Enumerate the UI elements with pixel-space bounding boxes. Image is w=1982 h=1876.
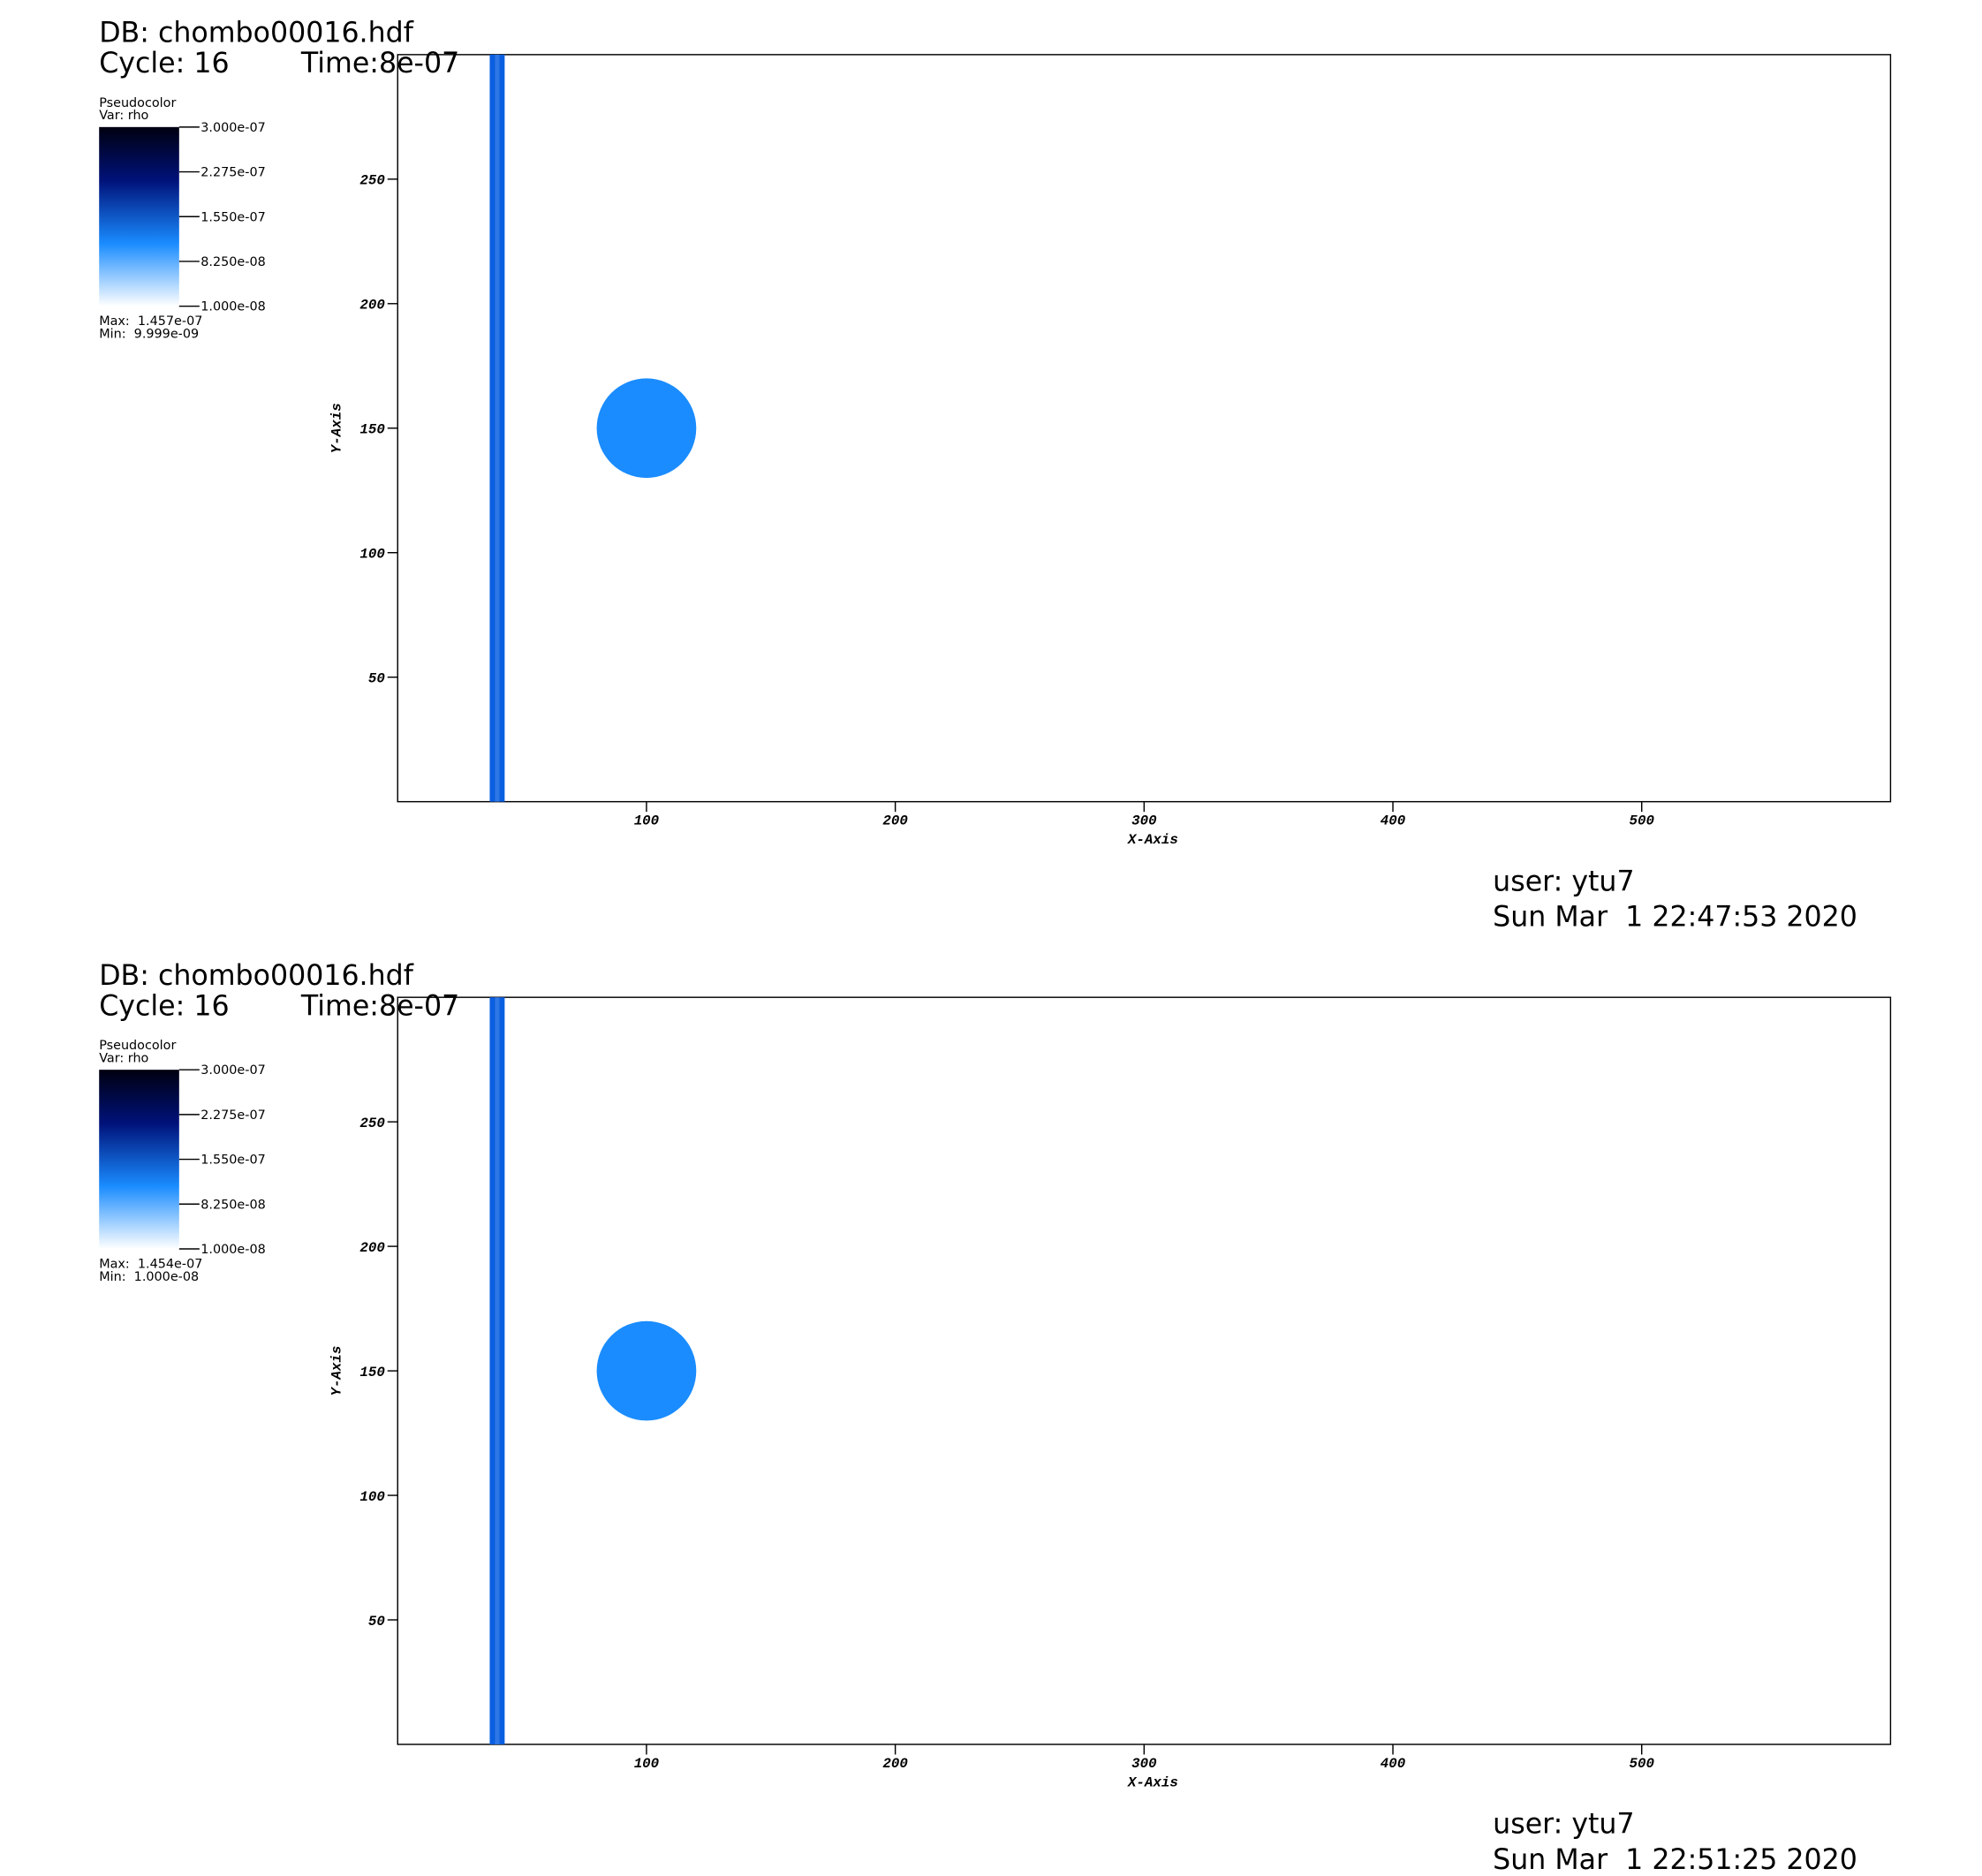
x-tick-label: 200 — [882, 1756, 908, 1772]
legend-var: Var: rho — [99, 109, 148, 123]
cycle-label: Cycle: 16 — [99, 48, 229, 79]
y-tick-label: 50 — [368, 1614, 385, 1630]
colorbar — [99, 1070, 179, 1249]
y-tick-label: 100 — [359, 546, 385, 562]
colorbar-tick-label: 3.000e-07 — [200, 1063, 265, 1078]
legend-var: Var: rho — [99, 1052, 148, 1066]
x-tick-label: 500 — [1629, 1756, 1654, 1772]
y-tick-label: 150 — [359, 1365, 385, 1381]
band-core — [495, 997, 500, 1744]
date-label: Sun Mar 1 22:47:53 2020 — [1493, 902, 1857, 934]
x-tick-label: 300 — [1131, 813, 1157, 829]
colorbar — [99, 126, 179, 306]
date-label: Sun Mar 1 22:51:25 2020 — [1493, 1844, 1857, 1876]
max-label: Max: 1.457e-07 — [99, 314, 202, 329]
colorbar-tick-label: 8.250e-08 — [200, 1198, 265, 1212]
colorbar-tick-label: 2.275e-07 — [200, 166, 265, 180]
user-label: user: ytu7 — [1493, 866, 1634, 897]
y-tick-label: 200 — [359, 298, 385, 314]
user-label: user: ytu7 — [1493, 1809, 1634, 1841]
x-axis-label: X-Axis — [1127, 832, 1178, 848]
min-label: Min: 9.999e-09 — [99, 328, 199, 342]
x-axis-label: X-Axis — [1127, 1774, 1178, 1790]
y-tick-label: 250 — [359, 173, 385, 189]
colorbar-tick-label: 1.000e-08 — [200, 300, 265, 314]
band-core — [495, 54, 500, 802]
x-tick-label: 100 — [634, 813, 660, 829]
circle — [596, 378, 697, 479]
time-label: Time:8e-07 — [300, 990, 459, 1022]
colorbar-tick-label: 3.000e-07 — [200, 121, 265, 135]
band — [489, 997, 505, 1744]
colorbar-tick-label: 1.550e-07 — [200, 1154, 265, 1168]
band — [489, 54, 505, 802]
db-label: DB: chombo00016.hdf — [99, 17, 414, 49]
min-label: Min: 1.000e-08 — [99, 1270, 199, 1284]
db-label: DB: chombo00016.hdf — [99, 960, 414, 992]
y-tick-label: 100 — [359, 1489, 385, 1505]
y-tick-label: 150 — [359, 422, 385, 438]
x-tick-label: 400 — [1381, 1756, 1406, 1772]
colorbar-tick-label: 1.000e-08 — [200, 1243, 265, 1257]
legend-title: Pseudocolor — [99, 1039, 176, 1053]
x-tick-label: 400 — [1381, 813, 1406, 829]
x-tick-label: 200 — [882, 813, 908, 829]
x-tick-label: 300 — [1131, 1756, 1157, 1772]
legend-title: Pseudocolor — [99, 96, 176, 110]
cycle-label: Cycle: 16 — [99, 990, 229, 1022]
x-tick-label: 100 — [634, 1756, 660, 1772]
circle — [596, 1320, 697, 1421]
colorbar-tick-label: 1.550e-07 — [200, 210, 265, 224]
x-tick-label: 500 — [1629, 813, 1654, 829]
y-axis-label: Y-Axis — [329, 1346, 345, 1396]
y-axis-label: Y-Axis — [329, 403, 345, 453]
y-tick-label: 200 — [359, 1240, 385, 1256]
colorbar-tick-label: 2.275e-07 — [200, 1108, 265, 1123]
y-tick-label: 50 — [368, 670, 385, 686]
time-label: Time:8e-07 — [300, 48, 459, 79]
colorbar-tick-label: 8.250e-08 — [200, 255, 265, 269]
max-label: Max: 1.454e-07 — [99, 1258, 202, 1272]
y-tick-label: 250 — [359, 1116, 385, 1131]
